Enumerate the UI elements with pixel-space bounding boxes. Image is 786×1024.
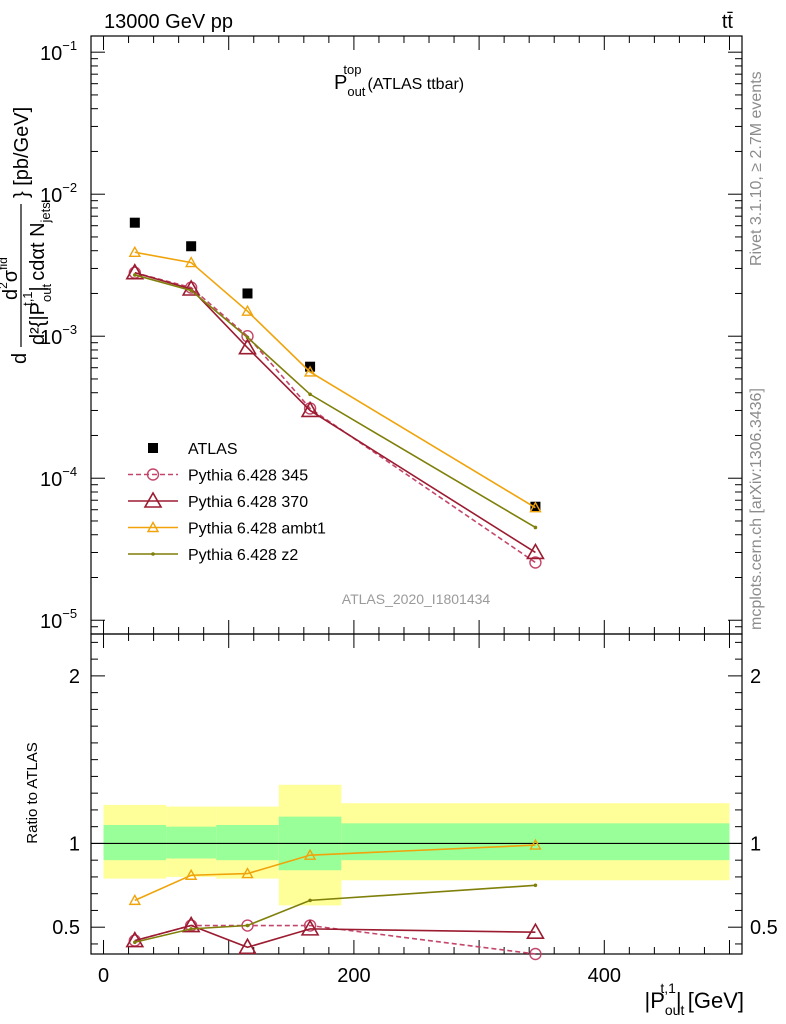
ylabel-unit: } [pb/GeV]	[11, 107, 33, 198]
y-tick-label: 10−4	[40, 464, 77, 491]
data-point	[184, 256, 198, 268]
title-sub: out	[347, 84, 365, 99]
data-point	[186, 241, 197, 252]
data-point	[241, 304, 254, 316]
x-tick-label: 200	[337, 965, 370, 987]
ratio-series-line	[134, 844, 536, 902]
uncertainty-band-inner	[103, 824, 167, 861]
data-point	[133, 273, 137, 277]
data-point	[129, 217, 140, 228]
ratio-point	[526, 922, 545, 940]
ratio-point	[125, 930, 145, 948]
ratio-point	[303, 848, 317, 860]
ratio-y-tick-label: 1	[69, 833, 80, 855]
top-panel-frame	[90, 35, 743, 635]
uncertainty-band-inner	[341, 823, 730, 861]
xlabel: |Poutt,1| [GeV]	[644, 980, 744, 1018]
legend-marker	[146, 521, 160, 533]
ratio-y-tick-label: 2	[750, 666, 761, 688]
chart-title: Pout top (ATLAS ttbar)	[334, 62, 464, 99]
ratio-point	[245, 923, 250, 928]
legend-label: ATLAS	[188, 441, 238, 458]
ratio-point	[308, 898, 312, 903]
ratio-point	[241, 867, 254, 879]
data-point	[529, 501, 542, 513]
x-tick-label: 0	[98, 965, 109, 987]
ratio-y-tick-label: 0.5	[52, 917, 80, 939]
data-point	[238, 338, 257, 355]
data-point	[189, 288, 193, 293]
ratio-y-tick-label: 0.5	[750, 917, 778, 939]
ratio-point	[181, 915, 201, 933]
ratio-y-tick-label: 1	[750, 833, 761, 855]
y-tick-label: 10−5	[40, 606, 77, 633]
data-point	[530, 501, 541, 512]
data-point	[303, 365, 317, 377]
ratio-point	[300, 919, 320, 936]
ratio-point	[133, 940, 137, 945]
ratio-point	[529, 838, 542, 850]
y-tick-label: 10−2	[40, 180, 77, 207]
data-point	[241, 330, 254, 343]
series-line	[134, 274, 536, 529]
ratio-y-tick-label: 2	[69, 666, 80, 688]
legend-label: Pythia 6.428 ambt1	[188, 521, 326, 538]
title-sup: top	[343, 62, 361, 77]
series-line	[134, 271, 536, 554]
ratio-series-line	[134, 924, 536, 949]
data-point	[181, 279, 201, 296]
legend-label: Pythia 6.428 z2	[188, 547, 298, 564]
legend-label: Pythia 6.428 370	[188, 494, 308, 511]
header-left: 13000 GeV pp	[104, 11, 233, 33]
analysis-watermark: ATLAS_2020_I1801434	[342, 591, 491, 607]
ylabel-d: d	[9, 353, 31, 364]
data-point	[526, 542, 545, 560]
top-ylabel: d d2σfid d²{|Poutt,1| cdαt Njets } [pb/G…	[0, 107, 54, 364]
legend-marker	[143, 491, 163, 508]
series-line	[134, 251, 536, 509]
ratio-point	[128, 893, 142, 906]
legend-marker	[151, 552, 155, 556]
ratio-point	[189, 927, 193, 931]
data-point	[300, 400, 320, 418]
uncertainty-band-inner	[216, 824, 279, 861]
uncertainty-band-inner	[166, 826, 217, 859]
legend-marker	[148, 443, 158, 453]
series-line	[134, 271, 536, 564]
data-point	[128, 245, 142, 257]
ratio-point	[238, 937, 257, 955]
data-point	[242, 288, 253, 299]
rivet-label: Rivet 3.1.10, ≥ 2.7M events	[748, 71, 765, 266]
ratio-panel-frame	[90, 633, 743, 955]
mcplots-label: mcplots.cern.ch [arXiv:1306.3436]	[748, 388, 765, 630]
y-tick-label: 10−3	[40, 322, 77, 349]
data-point	[533, 525, 538, 530]
x-tick-label: 400	[588, 965, 621, 987]
header-right: tt̄	[722, 11, 734, 33]
ylabel-denominator: d²{|Poutt,1| cdαt Njets	[20, 202, 54, 345]
ratio-point	[184, 868, 198, 880]
ylabel-numerator: d2σfid	[0, 257, 22, 300]
ratio-point	[533, 883, 538, 888]
legend-label: Pythia 6.428 345	[188, 468, 308, 485]
ratio-ylabel: Ratio to ATLAS	[24, 742, 41, 843]
data-point	[245, 335, 250, 340]
data-point	[308, 392, 312, 397]
y-tick-label: 10−1	[40, 38, 77, 65]
data-point	[529, 556, 542, 569]
title-main: P	[334, 72, 347, 94]
data-point	[125, 263, 145, 280]
title-tail: (ATLAS ttbar)	[368, 76, 465, 93]
legend-marker	[146, 468, 160, 481]
ratio-point	[529, 947, 542, 961]
